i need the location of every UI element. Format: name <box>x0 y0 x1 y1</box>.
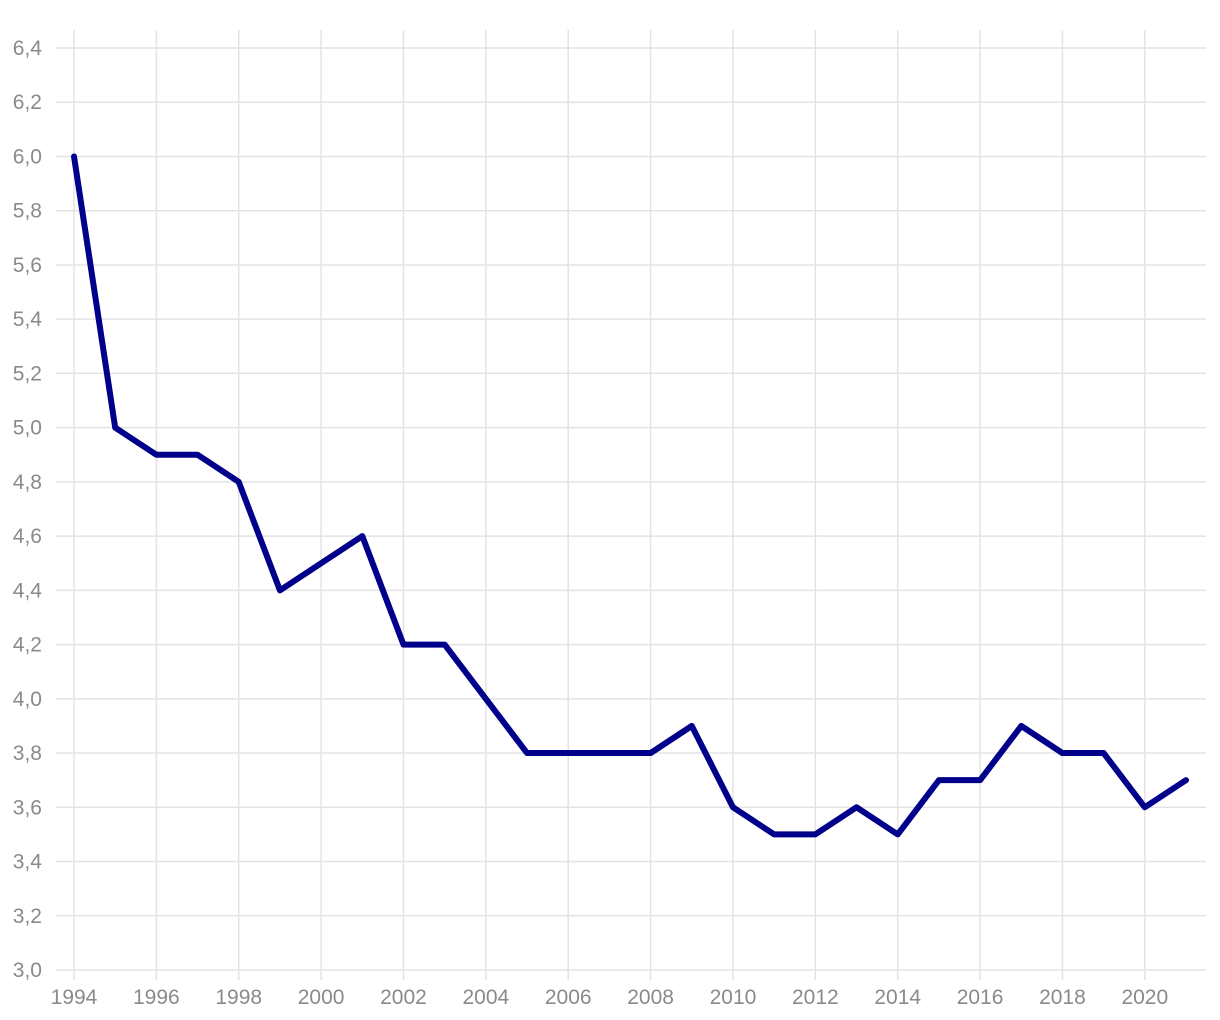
y-tick-label: 6,4 <box>13 37 43 60</box>
data-point <box>648 750 654 756</box>
data-point <box>359 533 365 539</box>
data-point <box>1101 750 1107 756</box>
data-point <box>730 804 736 810</box>
data-point <box>236 479 242 485</box>
y-tick-label: 6,0 <box>13 145 42 168</box>
x-tick-label: 2012 <box>792 986 839 1009</box>
data-point <box>153 452 159 458</box>
data-point <box>689 723 695 729</box>
series-layer <box>71 153 1189 838</box>
x-tick-label: 2020 <box>1121 986 1168 1009</box>
data-point <box>1142 804 1148 810</box>
data-point <box>524 750 530 756</box>
y-tick-label: 3,2 <box>13 905 42 928</box>
x-tick-label: 2002 <box>380 986 427 1009</box>
data-point <box>483 696 489 702</box>
y-tick-label: 5,4 <box>13 308 43 331</box>
y-tick-label: 4,8 <box>13 471 42 494</box>
data-point <box>812 831 818 837</box>
data-point <box>1183 777 1189 783</box>
series-line <box>71 153 1189 838</box>
data-point <box>565 750 571 756</box>
y-axis-ticks: 3,0 3,2 3,4 3,6 3,8 4,0 4,2 4,4 4,6 4,8 5,0 5,2 5,4 5… <box>13 37 43 982</box>
data-point <box>771 831 777 837</box>
x-tick-label: 2008 <box>627 986 674 1009</box>
x-tick-label: 2018 <box>1039 986 1086 1009</box>
grid <box>56 30 1206 980</box>
y-tick-label: 5,0 <box>13 417 42 440</box>
x-tick-label: 2000 <box>298 986 345 1009</box>
x-tick-label: 2014 <box>874 986 921 1009</box>
y-tick-label: 6,2 <box>13 91 42 114</box>
y-tick-label: 5,2 <box>13 362 42 385</box>
y-tick-label: 5,8 <box>13 200 42 223</box>
data-point <box>318 560 324 566</box>
x-tick-label: 1996 <box>133 986 180 1009</box>
y-tick-label: 4,4 <box>13 579 43 602</box>
data-point <box>977 777 983 783</box>
y-tick-label: 3,4 <box>13 851 43 874</box>
y-tick-label: 3,0 <box>13 959 42 982</box>
x-tick-label: 1998 <box>215 986 262 1009</box>
data-point <box>71 153 77 159</box>
data-point <box>1018 723 1024 729</box>
data-point <box>606 750 612 756</box>
data-point <box>400 642 406 648</box>
y-tick-label: 5,6 <box>13 254 42 277</box>
data-point <box>895 831 901 837</box>
data-point <box>195 452 201 458</box>
y-tick-label: 4,2 <box>13 634 42 657</box>
y-tick-label: 3,8 <box>13 742 42 765</box>
y-tick-label: 4,6 <box>13 525 42 548</box>
x-tick-label: 2010 <box>710 986 757 1009</box>
x-tick-label: 2004 <box>462 986 509 1009</box>
x-tick-label: 2016 <box>957 986 1004 1009</box>
y-tick-label: 3,6 <box>13 796 42 819</box>
data-point <box>442 642 448 648</box>
data-point <box>112 425 118 431</box>
x-tick-label: 2006 <box>545 986 592 1009</box>
data-point <box>936 777 942 783</box>
x-tick-label: 1994 <box>51 986 98 1009</box>
y-tick-label: 4,0 <box>13 688 42 711</box>
data-point <box>1059 750 1065 756</box>
x-axis-ticks: 1994 1996 1998 2000 2002 2004 2006 2008 2010 2012… <box>51 986 1169 1009</box>
data-point <box>854 804 860 810</box>
data-point <box>277 587 283 593</box>
